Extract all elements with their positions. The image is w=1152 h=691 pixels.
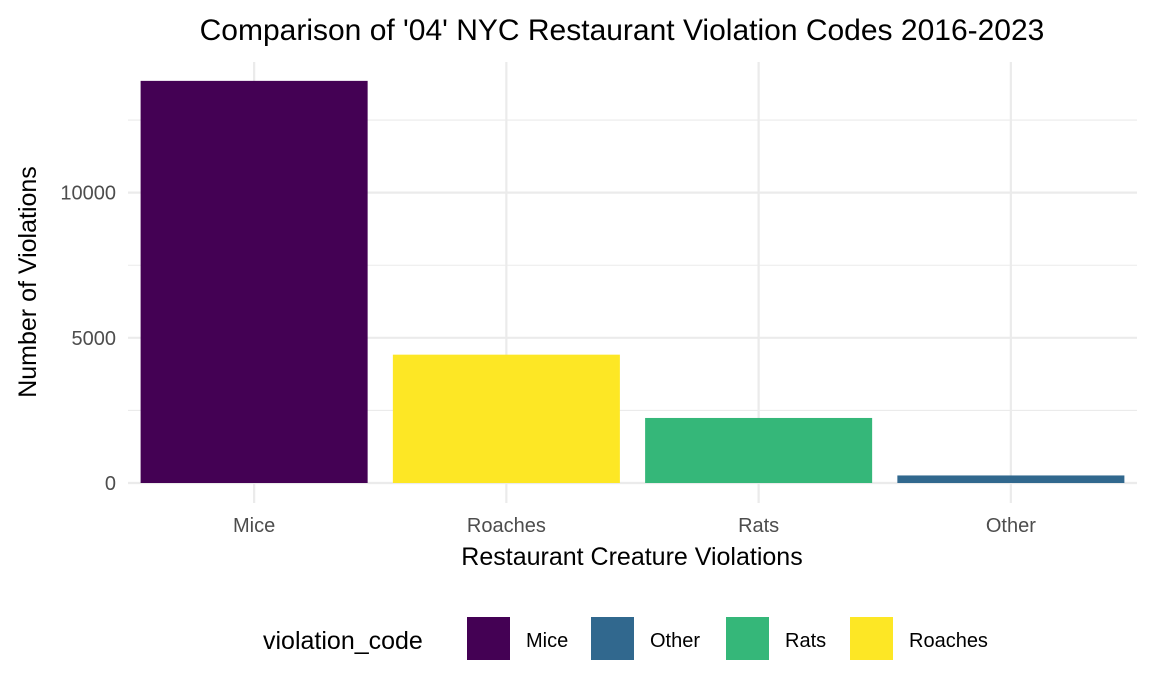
x-tick-label-mice: Mice [233,515,275,537]
bars [140,80,1125,484]
bar-rats [645,417,873,483]
y-tick-label-1: 5000 [72,328,117,350]
y-tick-label-2: 10000 [60,183,116,205]
x-tick-label-rats: Rats [738,515,779,537]
x-tick-label-other: Other [986,515,1036,537]
chart-title: Comparison of '04' NYC Restaurant Violat… [200,14,1045,47]
legend-key-other [591,617,634,660]
legend-key-rats [726,617,769,660]
legend-label-roaches: Roaches [909,630,988,652]
legend-label-other: Other [650,630,700,652]
bar-other [897,475,1125,483]
y-tick-label-0: 0 [105,473,116,495]
x-axis-ticks: Mice Roaches Rats Other [233,515,1036,537]
x-tick-label-roaches: Roaches [467,515,546,537]
bar-mice [140,80,368,484]
y-axis-title: Number of Violations [14,166,42,398]
legend-title: violation_code [263,627,423,655]
legend-label-rats: Rats [785,630,826,652]
x-axis-title: Restaurant Creature Violations [461,543,802,571]
legend-key-roaches [850,617,893,660]
legend-key-mice [467,617,510,660]
legend: violation_code Mice Other Rats Roaches [263,617,988,660]
y-axis-ticks: 0 5000 10000 [60,183,116,495]
bar-roaches [392,354,620,483]
legend-label-mice: Mice [526,630,568,652]
